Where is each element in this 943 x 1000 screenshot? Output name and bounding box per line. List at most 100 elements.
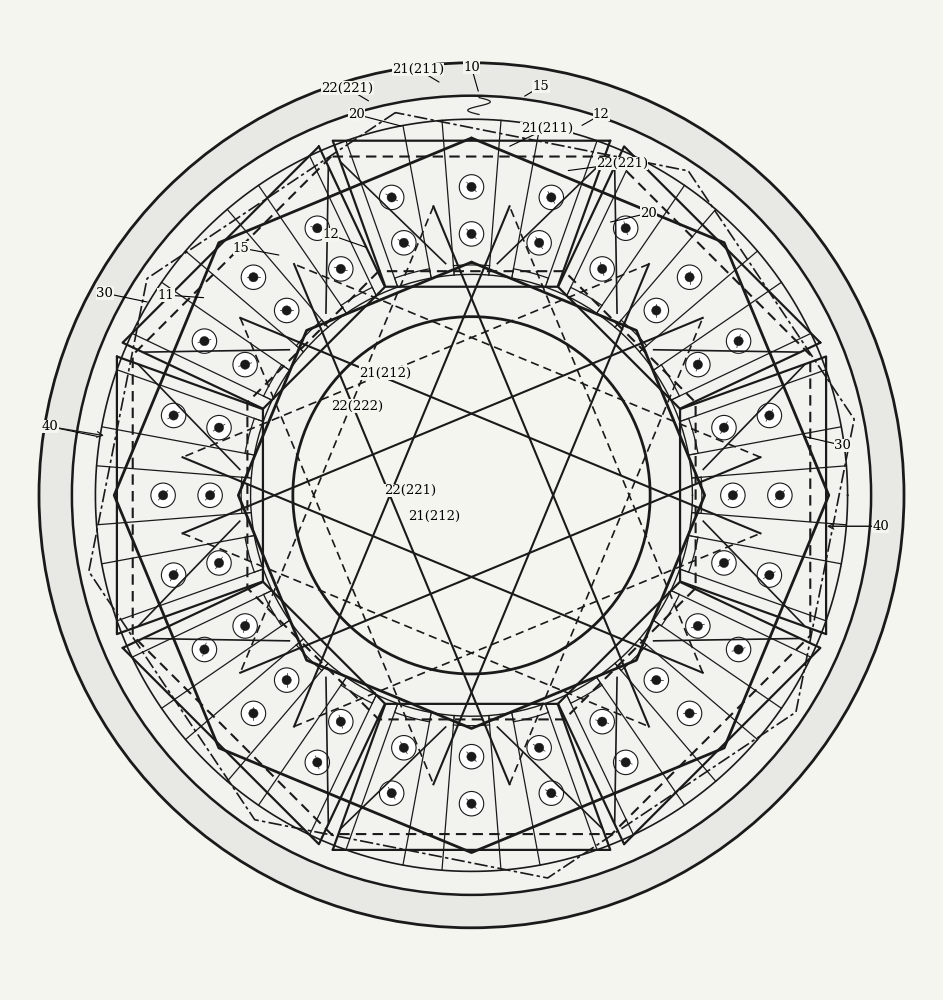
Text: 15: 15 [233,242,250,255]
Circle shape [467,182,476,192]
Circle shape [644,298,669,323]
Text: 22(221): 22(221) [596,157,648,170]
Text: 21(212): 21(212) [359,367,411,380]
Text: 22(221): 22(221) [322,82,373,95]
Text: 10: 10 [463,61,480,74]
Circle shape [726,637,751,662]
Circle shape [459,791,484,816]
Circle shape [734,336,743,346]
Circle shape [151,483,175,508]
Circle shape [527,231,552,255]
Circle shape [200,336,209,346]
Circle shape [726,329,751,353]
Circle shape [598,717,607,726]
Circle shape [459,175,484,199]
Circle shape [328,257,353,281]
Circle shape [241,701,266,726]
Circle shape [282,675,291,685]
Circle shape [621,224,630,233]
Circle shape [590,257,615,281]
Text: 15: 15 [533,80,550,93]
Circle shape [313,758,322,767]
Circle shape [387,193,396,202]
Circle shape [677,701,702,726]
Circle shape [336,717,345,726]
Text: 20: 20 [640,207,656,220]
Circle shape [547,789,556,798]
Circle shape [677,265,702,289]
Circle shape [391,231,416,255]
Circle shape [161,563,186,587]
Circle shape [467,799,476,808]
Circle shape [539,781,564,805]
Circle shape [399,238,408,247]
Circle shape [241,265,266,289]
Circle shape [198,483,223,508]
Circle shape [720,558,729,568]
Circle shape [765,570,774,580]
Circle shape [293,317,650,674]
Circle shape [391,736,416,760]
Circle shape [158,491,168,500]
Circle shape [192,637,217,662]
Circle shape [379,185,404,210]
Circle shape [693,360,703,369]
Text: 30: 30 [96,287,113,300]
Text: 11: 11 [157,289,174,302]
Circle shape [467,752,476,761]
Circle shape [306,216,329,240]
Circle shape [614,216,637,240]
Circle shape [712,415,736,440]
Text: 40: 40 [872,520,889,533]
Circle shape [652,306,661,315]
Circle shape [336,264,345,274]
Circle shape [644,668,669,692]
Circle shape [720,483,745,508]
Circle shape [685,273,694,282]
Text: 30: 30 [835,439,852,452]
Circle shape [652,675,661,685]
Circle shape [240,621,250,631]
Text: 22(222): 22(222) [331,399,383,412]
Circle shape [775,491,785,500]
Circle shape [686,614,710,638]
Circle shape [240,360,250,369]
Circle shape [233,352,257,377]
Circle shape [207,415,231,440]
Text: 21(211): 21(211) [392,63,444,76]
Circle shape [765,411,774,420]
Circle shape [274,298,299,323]
Circle shape [192,329,217,353]
Circle shape [728,491,737,500]
Circle shape [207,551,231,575]
Circle shape [161,403,186,428]
Circle shape [712,551,736,575]
Text: 12: 12 [323,228,339,241]
Circle shape [535,238,544,247]
Circle shape [214,558,223,568]
Circle shape [467,229,476,239]
Text: 20: 20 [348,108,365,121]
Text: 21(211): 21(211) [521,122,572,135]
Text: 12: 12 [593,108,609,121]
Text: 22(221): 22(221) [385,484,437,497]
Circle shape [328,709,353,734]
Circle shape [527,736,552,760]
Circle shape [169,570,178,580]
Circle shape [206,491,215,500]
Circle shape [249,709,258,718]
Circle shape [459,744,484,769]
Circle shape [757,563,782,587]
Circle shape [200,645,209,654]
Circle shape [313,224,322,233]
Circle shape [306,750,329,775]
Circle shape [233,614,257,638]
Circle shape [686,352,710,377]
Circle shape [539,185,564,210]
Circle shape [720,423,729,432]
Circle shape [249,273,258,282]
Circle shape [757,403,782,428]
Circle shape [72,96,871,895]
Circle shape [734,645,743,654]
Circle shape [547,193,556,202]
